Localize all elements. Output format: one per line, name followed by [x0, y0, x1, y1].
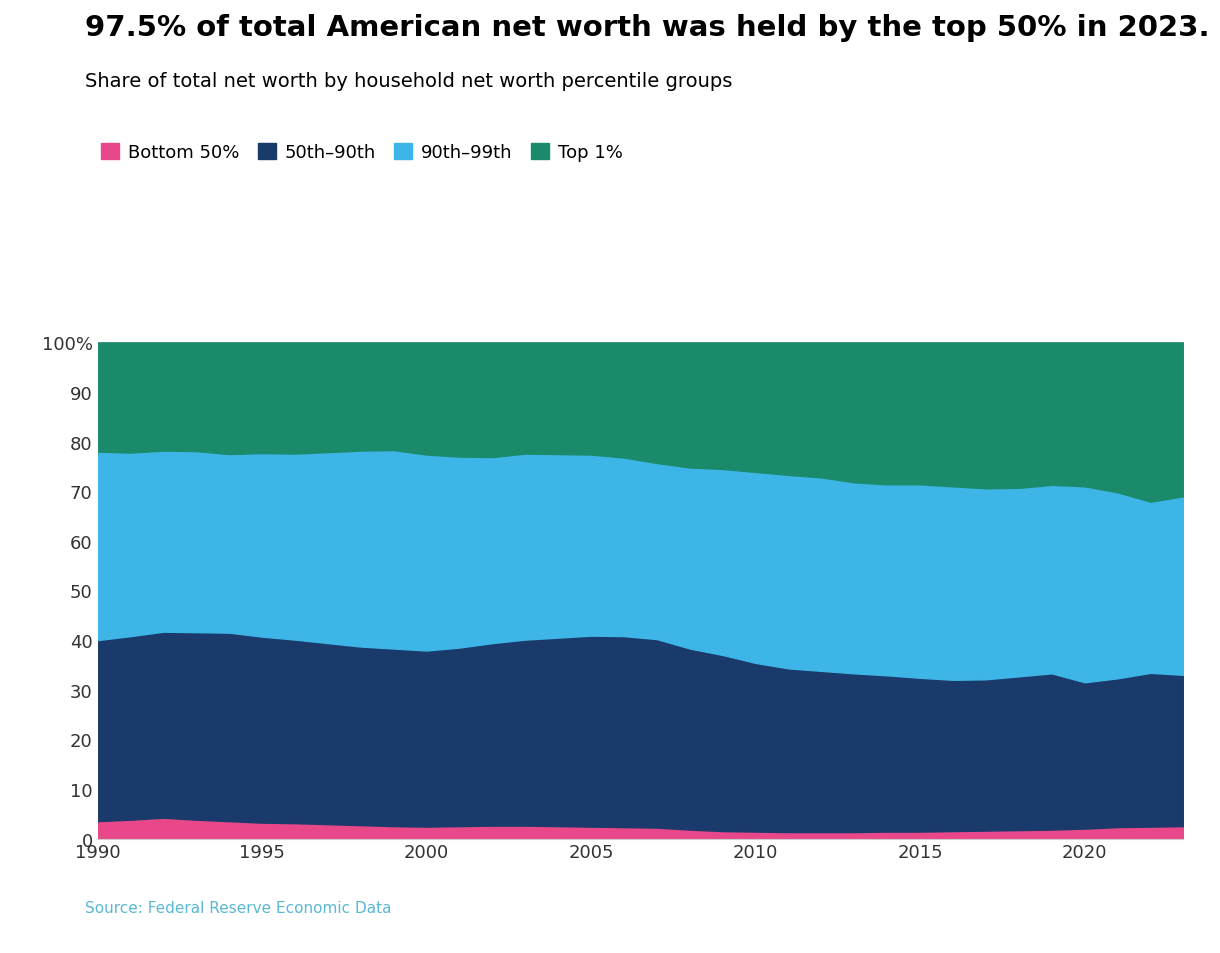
Legend: Bottom 50%, 50th–90th, 90th–99th, Top 1%: Bottom 50%, 50th–90th, 90th–99th, Top 1% [101, 144, 622, 162]
Text: Source: ⁠Federal Reserve Economic Data: Source: ⁠Federal Reserve Economic Data [85, 900, 392, 915]
Text: Share of total net worth by household net worth percentile groups: Share of total net worth by household ne… [85, 71, 733, 91]
Text: 97.5% of total American net worth was held by the top 50% in 2023.: 97.5% of total American net worth was he… [85, 14, 1210, 42]
